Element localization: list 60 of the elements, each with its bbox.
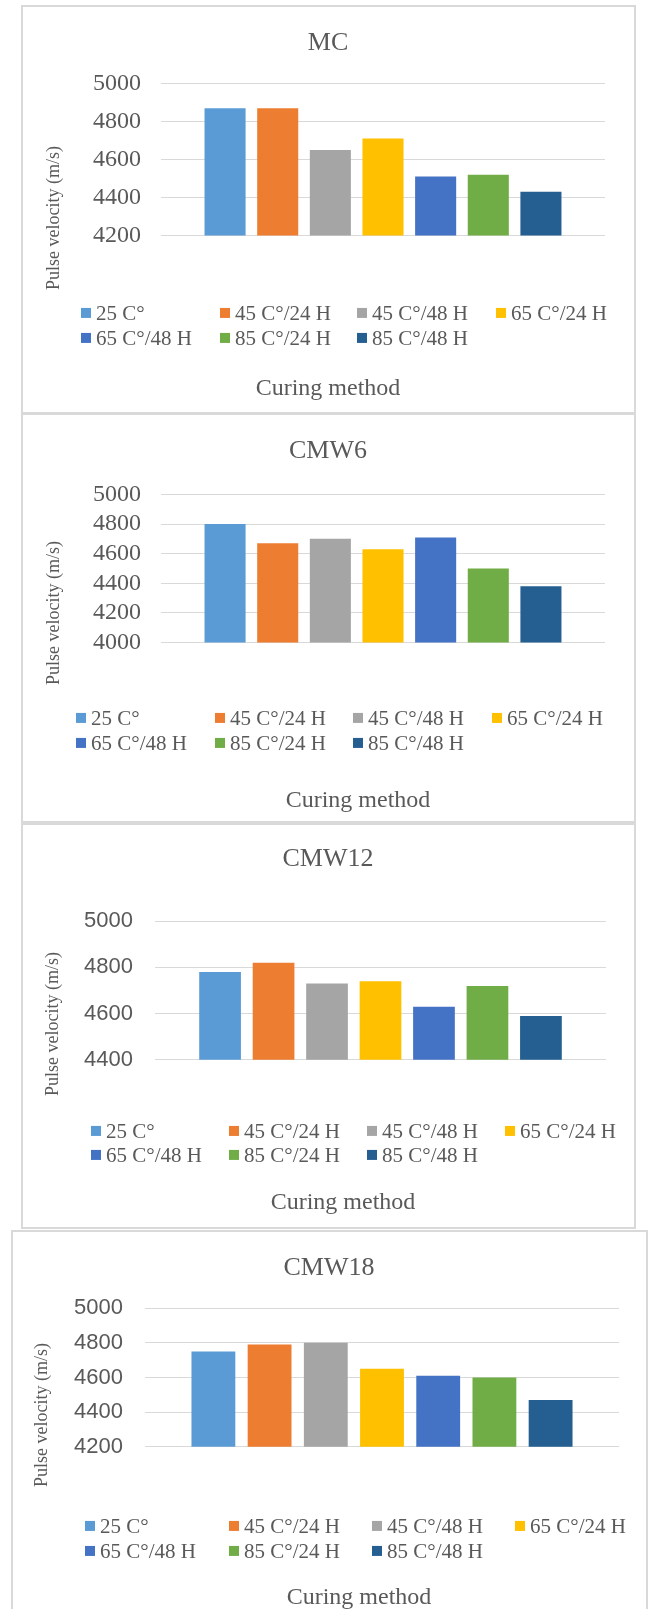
legend-label: 65 C°/24 H <box>530 1513 626 1539</box>
chart-title: CMW12 <box>282 843 374 873</box>
legend-label: 45 C°/48 H <box>387 1513 483 1539</box>
legend-label: 65 C°/48 H <box>100 1538 196 1564</box>
legend-label: 45 C°/24 H <box>244 1513 340 1539</box>
legend-label: 45 C°/48 H <box>382 1118 478 1144</box>
chart-title: CMW18 <box>283 1252 375 1282</box>
y-tick-label: 4200 <box>93 598 141 625</box>
y-tick-label: 5000 <box>93 479 141 506</box>
legend-label: 45 C°/24 H <box>230 705 326 731</box>
legend-label: 85 C°/48 H <box>372 325 468 351</box>
legend-label: 85 C°/24 H <box>244 1538 340 1564</box>
y-tick-label: 5000 <box>93 68 141 95</box>
legend-label: 85 C°/24 H <box>235 325 331 351</box>
x-axis-title: Curing method <box>286 1583 432 1609</box>
legend-label: 25 C° <box>100 1513 149 1539</box>
y-tick-label: 4400 <box>93 182 141 209</box>
x-axis-title: Curing method <box>285 786 431 814</box>
legend-label: 45 C°/24 H <box>235 300 331 326</box>
y-tick-label: 4400 <box>84 1045 133 1071</box>
legend-label: 65 C°/24 H <box>520 1118 616 1144</box>
legend-label: 45 C°/48 H <box>372 300 468 326</box>
y-tick-label: 4200 <box>93 220 141 247</box>
legend-label: 65 C°/24 H <box>507 705 603 731</box>
x-axis-title: Curing method <box>270 1188 416 1216</box>
y-tick-label: 5000 <box>74 1294 123 1320</box>
legend-label: 25 C° <box>96 300 145 326</box>
legend-label: 85 C°/24 H <box>244 1142 340 1168</box>
legend-label: 65 C°/48 H <box>106 1142 202 1168</box>
y-tick-label: 4800 <box>84 953 133 979</box>
y-axis-title: Pulse velocity (m/s) <box>41 952 63 1096</box>
y-axis-title: Pulse velocity (m/s) <box>42 541 64 685</box>
x-axis-title: Curing method <box>255 374 401 402</box>
y-tick-label: 4800 <box>93 509 141 536</box>
y-tick-label: 4600 <box>93 144 141 171</box>
legend-label: 85 C°/48 H <box>387 1538 483 1564</box>
legend-label: 85 C°/48 H <box>368 730 464 756</box>
y-tick-label: 4200 <box>74 1432 123 1458</box>
y-tick-label: 4400 <box>93 568 141 595</box>
legend-label: 25 C° <box>106 1118 155 1144</box>
legend-label: 65 C°/48 H <box>96 325 192 351</box>
chart-title: CMW6 <box>289 435 367 465</box>
y-tick-label: 4600 <box>93 538 141 565</box>
y-tick-label: 4400 <box>74 1398 123 1424</box>
y-tick-label: 4600 <box>84 999 133 1025</box>
y-axis-title: Pulse velocity (m/s) <box>42 146 64 290</box>
y-tick-label: 4600 <box>74 1363 123 1389</box>
legend-label: 25 C° <box>91 705 140 731</box>
legend-label: 85 C°/48 H <box>382 1142 478 1168</box>
y-tick-label: 4800 <box>74 1328 123 1354</box>
legend-label: 45 C°/24 H <box>244 1118 340 1144</box>
legend-label: 65 C°/48 H <box>91 730 187 756</box>
chart-title: MC <box>307 27 349 57</box>
legend-label: 85 C°/24 H <box>230 730 326 756</box>
y-tick-label: 4000 <box>93 627 141 654</box>
y-tick-label: 4800 <box>93 106 141 133</box>
legend-label: 45 C°/48 H <box>368 705 464 731</box>
legend-label: 65 C°/24 H <box>511 300 607 326</box>
y-axis-title: Pulse velocity (m/s) <box>30 1343 52 1487</box>
y-tick-label: 5000 <box>84 907 133 933</box>
